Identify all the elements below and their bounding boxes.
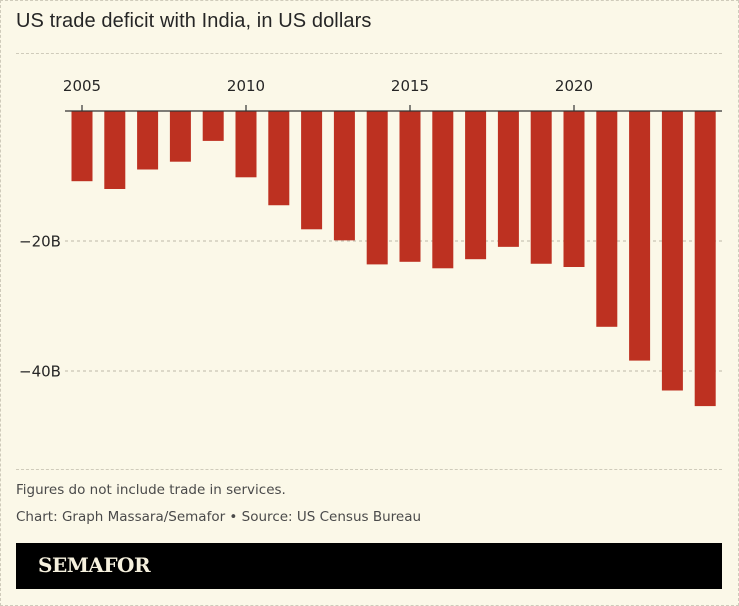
bar-2007[interactable] [137, 111, 159, 170]
x-tick-label: 2010 [227, 77, 265, 95]
brand-bar: SEMAFOR [16, 543, 722, 589]
x-tick-label: 2020 [555, 77, 593, 95]
bar-2005[interactable] [71, 111, 93, 182]
y-axis-labels: −20B −40B [19, 233, 61, 381]
bars [71, 111, 716, 407]
x-axis: 2005 2010 2015 2020 [63, 77, 722, 112]
bar-2008[interactable] [169, 111, 191, 162]
gridlines [65, 240, 722, 372]
bar-2011[interactable] [268, 111, 290, 206]
x-tick-label: 2015 [391, 77, 429, 95]
x-tick-label: 2005 [63, 77, 101, 95]
footer-separator [16, 469, 722, 470]
bar-2021[interactable] [596, 111, 618, 327]
chart-title: US trade deficit with India, in US dolla… [16, 10, 372, 32]
bar-chart: 2005 2010 2015 2020 −20B −40B [19, 77, 722, 407]
bar-2016[interactable] [432, 111, 454, 269]
source-credit: Chart: Graph Massara/Semafor • Source: U… [16, 509, 422, 525]
bar-2022[interactable] [629, 111, 651, 361]
bar-2006[interactable] [104, 111, 126, 189]
bar-2014[interactable] [366, 111, 388, 265]
bar-2009[interactable] [202, 111, 224, 141]
semafor-logo[interactable]: SEMAFOR [38, 553, 151, 577]
bar-2019[interactable] [530, 111, 552, 264]
title-separator [16, 53, 722, 54]
y-tick-label: −20B [19, 233, 61, 251]
bar-2020[interactable] [563, 111, 585, 267]
y-tick-label: −40B [19, 363, 61, 381]
footnote: Figures do not include trade in services… [16, 482, 286, 498]
bar-2015[interactable] [399, 111, 421, 262]
bar-2018[interactable] [497, 111, 519, 247]
bar-2023[interactable] [661, 111, 683, 391]
bar-2012[interactable] [301, 111, 323, 230]
bar-2017[interactable] [465, 111, 487, 260]
bar-2013[interactable] [333, 111, 355, 241]
bar-2024[interactable] [694, 111, 716, 407]
bar-2010[interactable] [235, 111, 257, 178]
